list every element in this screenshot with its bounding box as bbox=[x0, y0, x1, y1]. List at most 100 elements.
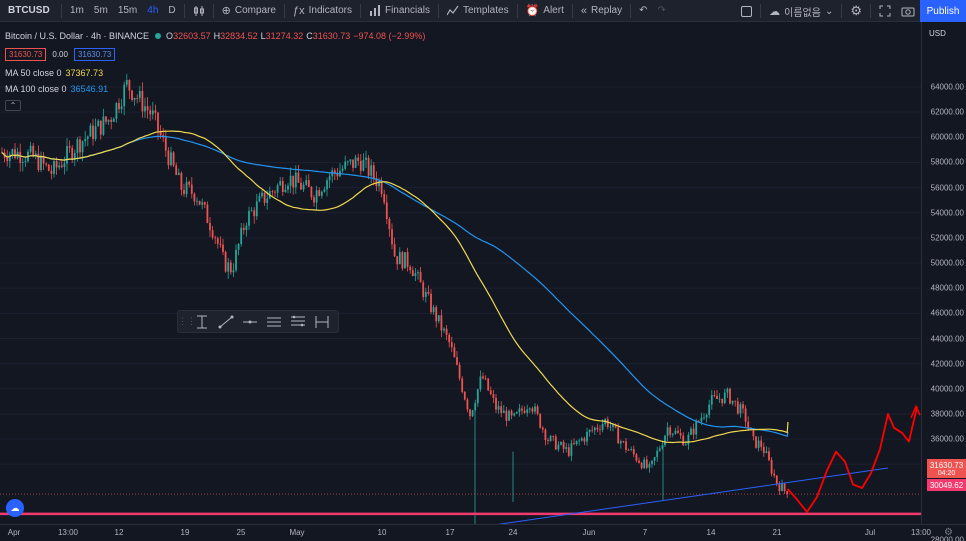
trend-line-tool[interactable] bbox=[214, 311, 238, 332]
time-label: 14 bbox=[706, 528, 716, 537]
candle-body bbox=[669, 427, 672, 435]
candle-body bbox=[713, 395, 716, 396]
snapshot-button[interactable] bbox=[896, 0, 920, 22]
candle-body bbox=[521, 408, 523, 411]
candle-body bbox=[232, 270, 235, 273]
symbol-title[interactable]: Bitcoin / U.S. Dollar · 4h · BINANCE bbox=[5, 31, 150, 41]
currency-label[interactable]: USD bbox=[929, 29, 946, 38]
candle-body bbox=[409, 266, 412, 271]
candle-body bbox=[45, 163, 48, 165]
interval-15m[interactable]: 15m bbox=[117, 5, 138, 16]
buy-price-box[interactable]: 31630.73 bbox=[73, 47, 116, 61]
time-scale[interactable] bbox=[0, 524, 966, 541]
redo-button[interactable]: ↷ bbox=[653, 0, 671, 22]
candle-body bbox=[248, 210, 250, 226]
ma50-legend[interactable]: MA 50 close 0 37367.73 bbox=[5, 65, 428, 81]
legend-main-row: Bitcoin / U.S. Dollar · 4h · BINANCE O 32… bbox=[5, 28, 428, 44]
channel-icon bbox=[267, 317, 281, 326]
layout-select-button[interactable] bbox=[736, 0, 757, 22]
candle-body bbox=[29, 145, 32, 152]
candle-body bbox=[786, 491, 789, 495]
candle-body bbox=[274, 191, 276, 193]
candle-body bbox=[456, 357, 458, 365]
candle-body bbox=[609, 426, 612, 428]
date-range-icon bbox=[315, 315, 329, 328]
ma100-legend[interactable]: MA 100 close 0 36546.91 bbox=[5, 81, 428, 97]
interval-5m[interactable]: 5m bbox=[93, 5, 108, 16]
drag-handle-icon[interactable]: ⋮⋮ bbox=[178, 316, 196, 326]
settings-button[interactable]: ⚙ bbox=[845, 0, 867, 22]
date-range-tool[interactable] bbox=[310, 311, 334, 332]
alert-button[interactable]: ⏰ Alert bbox=[521, 0, 569, 22]
symbol-search[interactable]: BTCUSD bbox=[8, 5, 50, 16]
tradingview-logo-icon[interactable]: ☁ bbox=[6, 499, 24, 517]
projection-drawing bbox=[787, 406, 918, 513]
time-label: 24 bbox=[508, 528, 518, 537]
candle-body bbox=[107, 119, 110, 122]
candle-body bbox=[417, 272, 419, 274]
candle-body bbox=[315, 190, 318, 203]
candle-body bbox=[406, 252, 409, 267]
replay-button[interactable]: « Replay bbox=[576, 0, 627, 22]
scale-settings-icon[interactable]: ⚙ bbox=[944, 527, 953, 538]
indicators-icon: ƒx bbox=[292, 4, 305, 17]
drawing-toolbar: ⋮⋮ bbox=[177, 310, 339, 333]
candle-body bbox=[188, 181, 191, 185]
replay-label: Replay bbox=[590, 5, 623, 16]
candle-body bbox=[554, 436, 557, 450]
candle-body bbox=[497, 406, 500, 410]
candle-body bbox=[172, 152, 175, 166]
interval-1m[interactable]: 1m bbox=[70, 5, 84, 16]
layout-name-button[interactable]: ☁ 이름없음 ⌄ bbox=[764, 0, 838, 22]
collapse-legend-button[interactable]: ⌃ bbox=[5, 99, 21, 111]
fib-retracement-tool[interactable] bbox=[286, 311, 310, 332]
candle-body bbox=[97, 120, 100, 127]
candle-body bbox=[544, 429, 547, 441]
candle-body bbox=[731, 400, 734, 404]
time-label: 7 bbox=[642, 528, 648, 537]
candle-body bbox=[466, 399, 469, 410]
price-range-tool[interactable] bbox=[190, 311, 214, 332]
candle-body bbox=[469, 409, 471, 417]
compare-button[interactable]: ⊕ Compare bbox=[217, 0, 281, 22]
candle-body bbox=[619, 441, 622, 444]
candle-body bbox=[513, 413, 516, 416]
candle-body bbox=[586, 431, 588, 442]
ma100-value: 36546.91 bbox=[70, 84, 109, 94]
price-scale[interactable] bbox=[921, 22, 966, 524]
candle-body bbox=[640, 462, 643, 469]
fullscreen-icon bbox=[879, 5, 891, 17]
parallel-channel-tool[interactable] bbox=[262, 311, 286, 332]
price-label: 50000.00 bbox=[930, 258, 964, 268]
toolbar-divider bbox=[283, 3, 285, 18]
candle-body bbox=[336, 173, 339, 177]
candle-body bbox=[222, 244, 224, 253]
candle-body bbox=[307, 180, 310, 188]
time-label: 21 bbox=[772, 528, 782, 537]
candles-icon bbox=[193, 5, 204, 16]
candle-body bbox=[141, 90, 144, 112]
financials-button[interactable]: Financials bbox=[364, 0, 435, 22]
price-chart[interactable] bbox=[0, 22, 921, 524]
interval-4h[interactable]: 4h bbox=[147, 5, 159, 16]
candle-body bbox=[687, 434, 690, 445]
templates-button[interactable]: Templates bbox=[442, 0, 514, 22]
candle-body bbox=[736, 401, 739, 414]
indicators-button[interactable]: ƒx Indicators bbox=[288, 0, 357, 22]
candle-body bbox=[505, 410, 508, 421]
sell-price-box[interactable]: 31630.73 bbox=[5, 47, 47, 61]
candle-body bbox=[419, 272, 422, 283]
candle-body bbox=[177, 172, 180, 175]
chart-type-button[interactable] bbox=[188, 0, 210, 22]
interval-d[interactable]: D bbox=[168, 5, 176, 16]
horizontal-ray-tool[interactable] bbox=[238, 311, 262, 332]
fullscreen-button[interactable] bbox=[874, 0, 896, 22]
undo-button[interactable]: ↶ bbox=[634, 0, 652, 22]
candle-body bbox=[154, 110, 157, 113]
candle-body bbox=[570, 443, 573, 456]
rewind-icon: « bbox=[580, 4, 587, 17]
candle-body bbox=[352, 159, 354, 168]
time-label: Jun bbox=[582, 528, 596, 537]
candle-body bbox=[47, 164, 50, 171]
publish-button[interactable]: Publish bbox=[920, 0, 966, 22]
